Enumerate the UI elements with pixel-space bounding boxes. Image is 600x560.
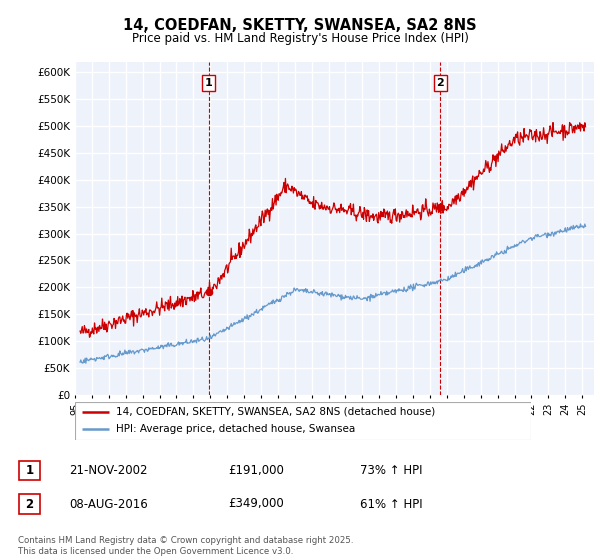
Text: 73% ↑ HPI: 73% ↑ HPI xyxy=(360,464,422,477)
Text: Price paid vs. HM Land Registry's House Price Index (HPI): Price paid vs. HM Land Registry's House … xyxy=(131,32,469,45)
Text: £191,000: £191,000 xyxy=(228,464,284,477)
Text: 1: 1 xyxy=(205,78,212,88)
Text: 61% ↑ HPI: 61% ↑ HPI xyxy=(360,497,422,511)
Text: HPI: Average price, detached house, Swansea: HPI: Average price, detached house, Swan… xyxy=(116,424,355,435)
Text: 1: 1 xyxy=(25,464,34,477)
Text: 08-AUG-2016: 08-AUG-2016 xyxy=(69,497,148,511)
Text: 21-NOV-2002: 21-NOV-2002 xyxy=(69,464,148,477)
Text: 2: 2 xyxy=(25,497,34,511)
Text: £349,000: £349,000 xyxy=(228,497,284,511)
Text: 14, COEDFAN, SKETTY, SWANSEA, SA2 8NS (detached house): 14, COEDFAN, SKETTY, SWANSEA, SA2 8NS (d… xyxy=(116,407,435,417)
Text: 14, COEDFAN, SKETTY, SWANSEA, SA2 8NS: 14, COEDFAN, SKETTY, SWANSEA, SA2 8NS xyxy=(123,18,477,33)
Text: Contains HM Land Registry data © Crown copyright and database right 2025.
This d: Contains HM Land Registry data © Crown c… xyxy=(18,536,353,556)
Text: 2: 2 xyxy=(436,78,444,88)
